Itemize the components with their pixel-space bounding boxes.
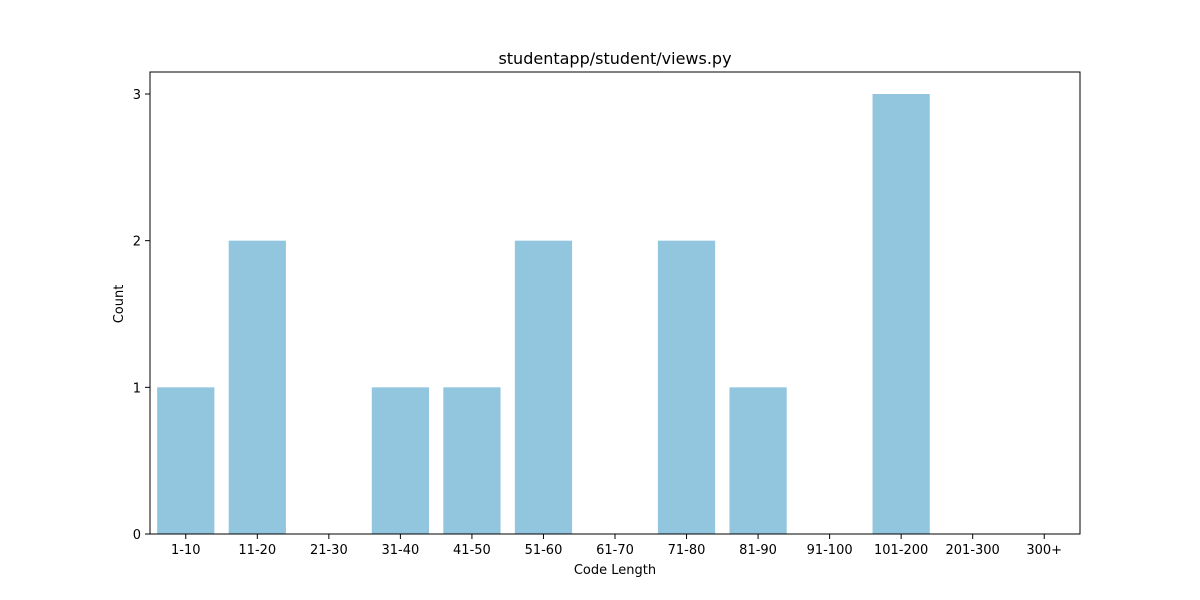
x-tick-label: 31-40 (381, 543, 419, 558)
bar-71-80 (657, 240, 716, 535)
x-tick-label: 1-10 (171, 543, 201, 558)
x-tick-label: 51-60 (525, 543, 563, 558)
x-tick-label: 21-30 (310, 543, 348, 558)
bar-1-10 (157, 387, 215, 534)
y-axis: 0 1 2 3 (133, 88, 150, 543)
x-tick-label: 41-50 (453, 543, 491, 558)
bar-51-60 (514, 240, 573, 535)
x-tick-label: 101-200 (874, 543, 928, 558)
x-tick-label: 81-90 (739, 543, 777, 558)
x-tick-label: 61-70 (596, 543, 634, 558)
x-tick-label: 11-20 (238, 543, 276, 558)
x-tick-label: 71-80 (668, 543, 706, 558)
y-tick-label: 0 (133, 528, 141, 543)
y-axis-label: Count (112, 285, 127, 324)
bar-81-90 (729, 387, 787, 534)
bar-101-200 (872, 94, 930, 534)
bar-41-50 (443, 387, 501, 534)
plot-frame (149, 71, 1081, 535)
bar-31-40 (371, 387, 429, 534)
y-tick-label: 1 (133, 381, 141, 396)
chart-title: studentapp/student/views.py (498, 49, 731, 68)
y-tick-label: 3 (133, 88, 141, 103)
x-tick-label: 91-100 (807, 543, 853, 558)
plot-area (149, 71, 1081, 535)
bar-11-20 (228, 240, 286, 535)
x-axis-label: Code Length (574, 563, 656, 578)
x-tick-label: 201-300 (946, 543, 1000, 558)
bars-group (157, 94, 930, 535)
x-tick-label: 300+ (1026, 543, 1062, 558)
y-tick-label: 2 (133, 235, 141, 250)
x-axis: 1-10 11-20 21-30 31-40 41-50 51-60 61-70 71-80 8… (171, 534, 1062, 558)
